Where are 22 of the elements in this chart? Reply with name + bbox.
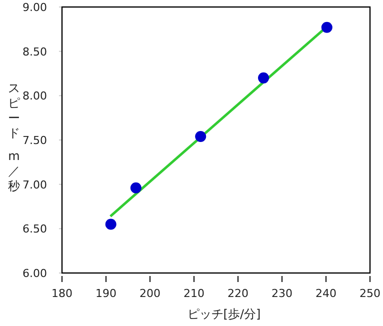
x-tick-label: 250	[360, 287, 380, 300]
point	[258, 72, 270, 84]
y-tick-label: 8.50	[22, 45, 47, 58]
x-tick-label: 240	[316, 287, 336, 300]
y-tick-label: 9.00	[22, 1, 47, 14]
y-tick-label: 6.50	[22, 222, 47, 236]
y-tick-label: 6.00	[22, 267, 47, 280]
point	[130, 182, 142, 194]
x-tick-label: 180	[52, 287, 72, 300]
y-tick-label: 7.50	[22, 134, 47, 147]
x-tick-label: 220	[228, 287, 248, 300]
point	[105, 218, 116, 230]
x-axis-title: ピッチ[歩/分]	[187, 307, 261, 321]
y-tick-label: 7.00	[22, 178, 47, 192]
x-tick-label: 190	[96, 287, 116, 300]
point	[321, 22, 332, 33]
y-axis-title: スピード m／秒	[8, 81, 20, 193]
y-tick-label: 8.00	[22, 90, 47, 103]
x-tick-label: 200	[140, 287, 160, 300]
x-tick-label: 210	[184, 287, 204, 300]
point	[195, 130, 206, 142]
x-tick-label: 230	[272, 287, 292, 300]
